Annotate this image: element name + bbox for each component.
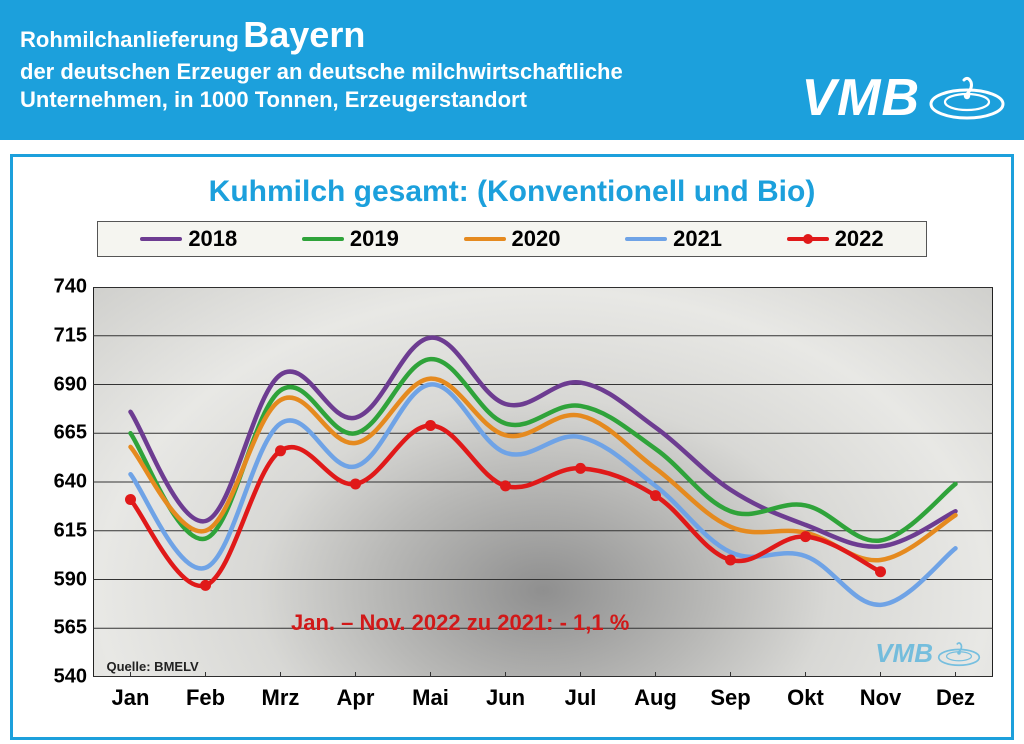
- x-axis-labels: JanFebMrzAprMaiJunJulAugSepOktNovDez: [93, 685, 993, 715]
- series-marker: [725, 555, 736, 566]
- watermark: VMB: [875, 638, 981, 669]
- x-tick-label: Nov: [843, 685, 918, 715]
- x-tick-label: Apr: [318, 685, 393, 715]
- x-tick-label: Aug: [618, 685, 693, 715]
- plot-area: Jan. – Nov. 2022 zu 2021: - 1,1 % Quelle…: [93, 287, 993, 677]
- y-tick-label: 590: [54, 568, 87, 591]
- legend-label: 2019: [350, 226, 399, 252]
- legend-item: 2022: [787, 226, 884, 252]
- x-tick-label: Mai: [393, 685, 468, 715]
- logo-text: VMB: [801, 68, 920, 128]
- legend-label: 2020: [512, 226, 561, 252]
- chart-title: Kuhmilch gesamt: (Konventionell und Bio): [13, 157, 1011, 221]
- chart-container: Kuhmilch gesamt: (Konventionell und Bio)…: [10, 154, 1014, 740]
- legend: 2018 2019 2020 2021 2022: [97, 221, 927, 257]
- milk-swirl-icon: [937, 640, 981, 668]
- header-title-block: Rohmilchanlieferung Bayern der deutschen…: [20, 14, 720, 113]
- legend-swatch: [464, 237, 506, 241]
- legend-item: 2020: [464, 226, 561, 252]
- y-tick-label: 665: [54, 422, 87, 445]
- x-tick-label: Okt: [768, 685, 843, 715]
- y-axis-labels: 540565590615640665690715740: [27, 287, 87, 677]
- series-marker: [650, 490, 661, 501]
- header-subtitle: der deutschen Erzeuger an deutsche milch…: [20, 58, 720, 113]
- series-marker: [350, 478, 361, 489]
- comparison-annotation: Jan. – Nov. 2022 zu 2021: - 1,1 %: [291, 610, 629, 636]
- series-marker: [425, 420, 436, 431]
- x-tick-label: Jan: [93, 685, 168, 715]
- watermark-text: VMB: [875, 638, 933, 669]
- title-prefix: Rohmilchanlieferung: [20, 27, 239, 52]
- header-line1: Rohmilchanlieferung Bayern: [20, 14, 720, 56]
- legend-label: 2021: [673, 226, 722, 252]
- series-marker: [200, 580, 211, 591]
- title-region: Bayern: [243, 14, 365, 55]
- series-marker: [875, 566, 886, 577]
- y-tick-label: 540: [54, 666, 87, 689]
- legend-swatch: [625, 237, 667, 241]
- legend-swatch: [302, 237, 344, 241]
- y-tick-label: 640: [54, 471, 87, 494]
- legend-item: 2018: [140, 226, 237, 252]
- legend-label: 2022: [835, 226, 884, 252]
- x-tick-label: Mrz: [243, 685, 318, 715]
- series-marker: [800, 531, 811, 542]
- milk-swirl-icon: [928, 74, 1006, 122]
- series-marker: [575, 463, 586, 474]
- y-tick-label: 565: [54, 617, 87, 640]
- series-line: [131, 359, 956, 541]
- legend-item: 2019: [302, 226, 399, 252]
- series-marker: [125, 494, 136, 505]
- header-banner: Rohmilchanlieferung Bayern der deutschen…: [0, 0, 1024, 140]
- x-tick-label: Jul: [543, 685, 618, 715]
- legend-label: 2018: [188, 226, 237, 252]
- series-marker: [500, 480, 511, 491]
- x-tick-label: Jun: [468, 685, 543, 715]
- x-tick-label: Dez: [918, 685, 993, 715]
- series-marker: [275, 445, 286, 456]
- legend-swatch: [787, 237, 829, 241]
- y-tick-label: 740: [54, 276, 87, 299]
- legend-item: 2021: [625, 226, 722, 252]
- y-tick-label: 615: [54, 519, 87, 542]
- x-tick-label: Feb: [168, 685, 243, 715]
- source-label: Quelle: BMELV: [107, 659, 199, 674]
- y-tick-label: 715: [54, 324, 87, 347]
- x-tick-label: Sep: [693, 685, 768, 715]
- legend-swatch: [140, 237, 182, 241]
- y-tick-label: 690: [54, 373, 87, 396]
- vmb-logo: VMB: [801, 68, 1006, 128]
